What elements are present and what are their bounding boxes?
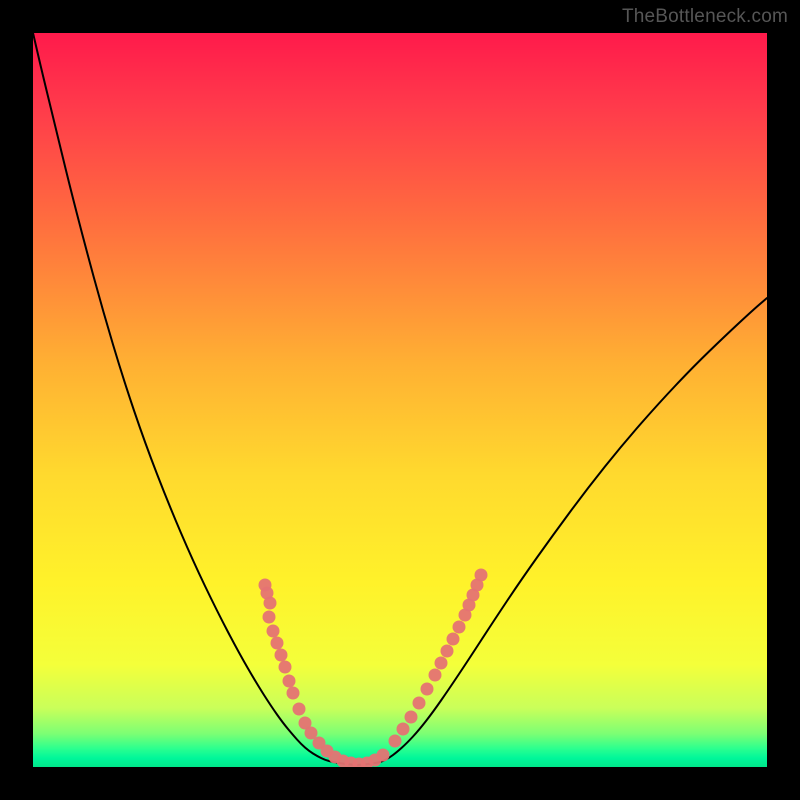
data-marker xyxy=(275,649,288,662)
data-marker xyxy=(397,723,410,736)
data-marker xyxy=(453,621,466,634)
data-marker xyxy=(271,637,284,650)
watermark-text: TheBottleneck.com xyxy=(622,6,788,28)
data-marker xyxy=(279,661,292,674)
data-marker xyxy=(435,657,448,670)
data-marker xyxy=(413,697,426,710)
data-marker xyxy=(264,597,277,610)
chart-area xyxy=(33,33,767,767)
bottleneck-curve xyxy=(33,33,767,765)
frame-right xyxy=(767,0,800,800)
data-marker xyxy=(389,735,402,748)
data-marker xyxy=(405,711,418,724)
chart-svg xyxy=(33,33,767,767)
data-marker xyxy=(447,633,460,646)
data-marker xyxy=(475,569,488,582)
data-marker xyxy=(429,669,442,682)
data-marker xyxy=(293,703,306,716)
data-marker xyxy=(441,645,454,658)
data-marker xyxy=(421,683,434,696)
data-marker xyxy=(287,687,300,700)
frame-left xyxy=(0,0,33,800)
data-marker xyxy=(267,625,280,638)
data-marker xyxy=(377,749,390,762)
data-marker xyxy=(263,611,276,624)
data-marker xyxy=(283,675,296,688)
marker-group xyxy=(259,569,488,771)
frame-bottom xyxy=(0,767,800,800)
